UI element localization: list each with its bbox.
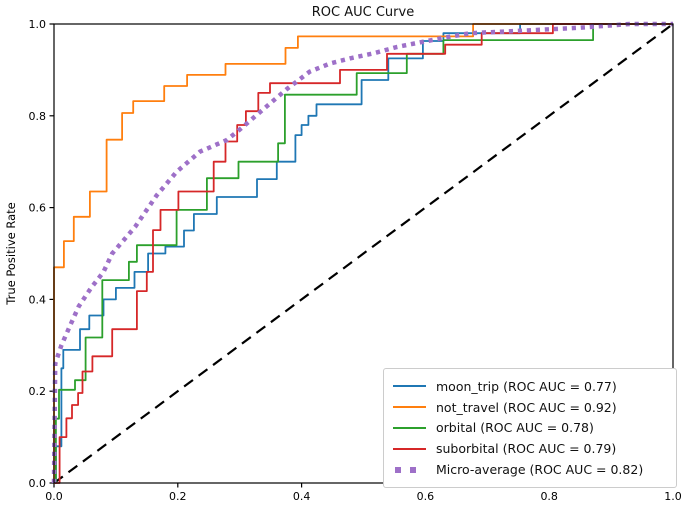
- curve-suborbital: [54, 23, 673, 484]
- line-swatch: [393, 385, 426, 388]
- curve-not-travel: [53, 23, 673, 483]
- line-swatch: [393, 426, 426, 429]
- legend-item-micro-average: Micro-average (ROC AUC = 0.82): [393, 459, 666, 480]
- legend-item-orbital: orbital (ROC AUC = 0.78): [393, 418, 666, 439]
- x-tick-label: 0.8: [540, 490, 558, 503]
- x-tick-label: 0.0: [45, 490, 63, 503]
- legend-label: Micro-average (ROC AUC = 0.82): [436, 462, 644, 478]
- plot-area-border: [53, 23, 674, 484]
- y-tick-label: 0.2: [29, 385, 47, 398]
- roc-curves: [51, 21, 674, 484]
- legend-label: moon_trip (ROC AUC = 0.77): [436, 378, 617, 394]
- curve-micro-average: [51, 21, 673, 484]
- line-swatch: [393, 406, 426, 409]
- y-tick-label: 0.6: [29, 202, 47, 215]
- line-swatch: [393, 447, 426, 450]
- legend-label: not_travel (ROC AUC = 0.92): [436, 399, 617, 415]
- x-tick-label: 0.4: [293, 490, 311, 503]
- legend-line: [393, 406, 426, 409]
- y-tick-label: 0.0: [29, 477, 47, 490]
- y-axis-label: True Positive Rate: [4, 202, 18, 305]
- y-tick-label: 1.0: [29, 18, 47, 31]
- legend-line: [393, 385, 426, 388]
- dotted-line-swatch: [393, 466, 426, 473]
- legend-label: suborbital (ROC AUC = 0.79): [436, 441, 617, 457]
- x-tick-label: 0.2: [169, 490, 187, 503]
- curve-moon-trip: [54, 23, 673, 484]
- legend-dot: [395, 466, 401, 473]
- curve-chance-diagonal: [53, 23, 674, 484]
- legend-box: moon_trip (ROC AUC = 0.77) not_travel (RO…: [383, 368, 677, 488]
- legend-line: [393, 426, 426, 429]
- x-tick-label: 0.6: [417, 490, 435, 503]
- curve-orbital: [54, 23, 673, 484]
- legend-item-not-travel: not_travel (ROC AUC = 0.92): [393, 397, 666, 418]
- y-tick-label: 0.4: [29, 293, 47, 306]
- legend-item-suborbital: suborbital (ROC AUC = 0.79): [393, 438, 666, 459]
- y-tick-label: 0.8: [29, 110, 47, 123]
- x-tick-label: 1.0: [664, 490, 682, 503]
- chart-title: ROC AUC Curve: [312, 5, 414, 20]
- legend-dot: [410, 466, 416, 473]
- legend-label: orbital (ROC AUC = 0.78): [436, 420, 594, 436]
- legend-line: [393, 447, 426, 450]
- legend-item-moon-trip: moon_trip (ROC AUC = 0.77): [393, 376, 666, 397]
